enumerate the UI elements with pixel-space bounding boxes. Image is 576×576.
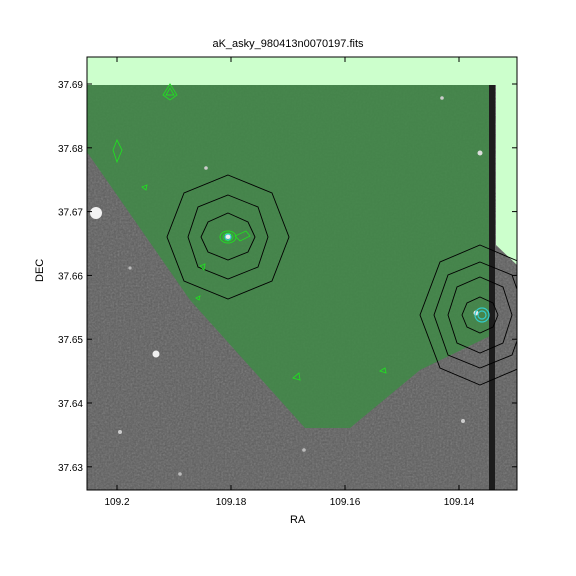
x-tick-label: 109.18: [216, 497, 247, 508]
image-edge-bar: [489, 85, 495, 490]
y-tick-label: 37.63: [58, 463, 83, 474]
x-tick-label: 109.16: [330, 497, 361, 508]
star: [478, 151, 483, 156]
x-tick-label: 109.14: [444, 497, 475, 508]
y-tick-label: 37.64: [58, 399, 83, 410]
star: [128, 266, 131, 269]
star: [461, 419, 465, 423]
y-tick-label: 37.68: [58, 144, 83, 155]
outside-region-top: [87, 57, 517, 85]
y-tick-label: 37.67: [58, 208, 83, 219]
star: [440, 96, 444, 100]
star: [153, 351, 160, 358]
star: [118, 430, 122, 434]
star: [302, 448, 306, 452]
y-tick-label: 37.66: [58, 271, 83, 282]
star: [178, 472, 182, 476]
star: [90, 207, 102, 219]
star: [204, 166, 208, 170]
outside-region-right: [496, 85, 517, 265]
y-tick-label: 37.65: [58, 335, 83, 346]
x-tick-label: 109.2: [104, 497, 129, 508]
y-tick-label: 37.69: [58, 80, 83, 91]
